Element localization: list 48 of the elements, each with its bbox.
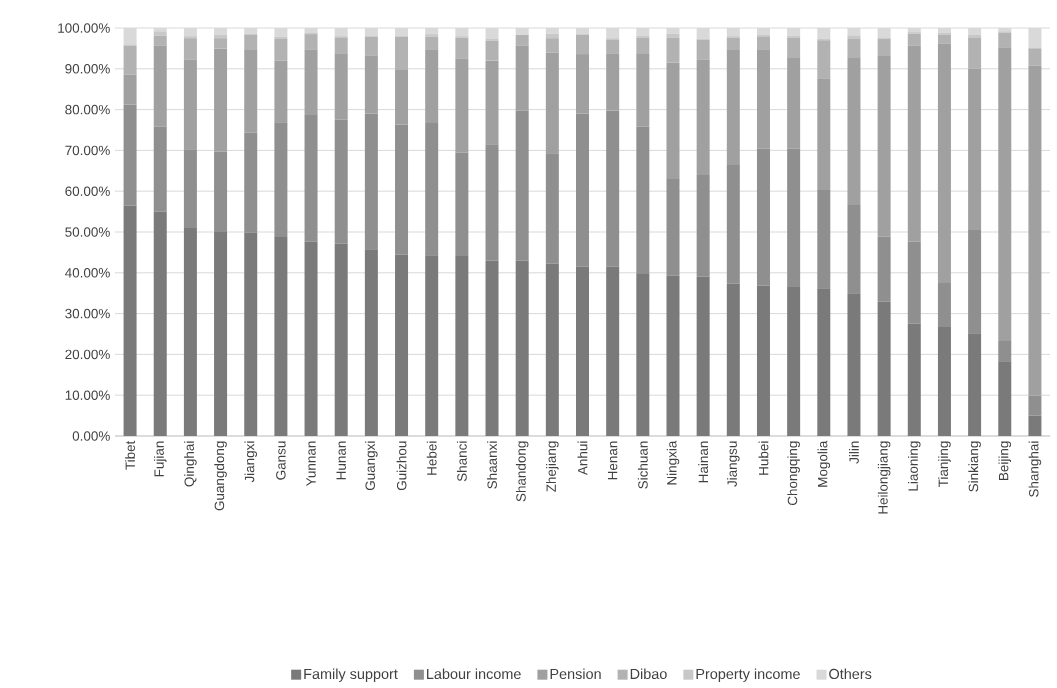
x-tick-label: Jiangxi	[244, 441, 257, 483]
legend-label: Others	[829, 668, 872, 680]
x-tick-label: Guizhou	[396, 441, 407, 491]
x-tick-label: Anhui	[577, 441, 588, 476]
x-tick-label: Yunnan	[306, 441, 316, 487]
y-tick-label: 90.00%	[65, 64, 110, 74]
x-tick-label: Shaanxi	[487, 441, 497, 489]
x-tick-label: Hebei	[426, 441, 437, 475]
x-tick-label: Hubei	[758, 441, 769, 475]
x-tick-label: Shanghai	[1028, 441, 1042, 497]
x-tick-label: Sichuan	[637, 441, 648, 489]
x-tick-label: Ningxia	[666, 440, 680, 485]
x-tick-label: Tibet	[125, 440, 136, 470]
x-tick-label: Jilin	[849, 441, 859, 464]
y-tick-label: 80.00%	[65, 104, 110, 115]
y-tick-label: 40.00%	[65, 268, 110, 278]
x-tick-label: Hainan	[698, 441, 709, 483]
y-tick-label: 0.00%	[72, 431, 110, 441]
legend-label: Dibao	[630, 668, 667, 680]
y-tick-label: 10.00%	[65, 390, 110, 400]
y-tick-label: 70.00%	[65, 145, 110, 156]
legend-label: Property income	[696, 668, 800, 682]
x-tick-label: Fujian	[153, 441, 167, 477]
x-tick-label: Mogolia	[817, 440, 831, 487]
y-tick-label: 100.00%	[58, 23, 110, 33]
x-tick-label: Liaoning	[908, 441, 921, 491]
x-tick-label: Gansu	[276, 441, 286, 480]
x-tick-label: Zhejiang	[546, 441, 559, 492]
x-tick-label: Guangxi	[365, 441, 378, 491]
legend-label: Labour income	[427, 668, 521, 680]
x-tick-label: Henan	[607, 441, 618, 480]
legend-label: Pension	[550, 668, 601, 680]
y-tick-label: 60.00%	[65, 186, 110, 196]
x-tick-label: Jiangsu	[727, 441, 740, 487]
x-tick-label: Hunan	[336, 441, 346, 480]
x-tick-label: Guangdong	[214, 441, 227, 511]
x-tick-label: Sinkiang	[968, 441, 981, 492]
x-tick-label: Shandong	[515, 441, 529, 502]
x-tick-label: Chongqing	[787, 441, 800, 506]
x-tick-label: Heilongjiang	[877, 441, 891, 514]
y-tick-label: 50.00%	[65, 227, 110, 237]
x-tick-label: Beijing	[998, 441, 1012, 480]
x-tick-label: Shanci	[456, 441, 467, 482]
x-tick-label: Qinghai	[184, 441, 197, 487]
legend-label: Family support	[304, 668, 398, 682]
x-tick-label: Tianjing	[938, 441, 951, 487]
y-tick-label: 30.00%	[65, 308, 110, 319]
y-tick-label: 20.00%	[65, 349, 110, 360]
